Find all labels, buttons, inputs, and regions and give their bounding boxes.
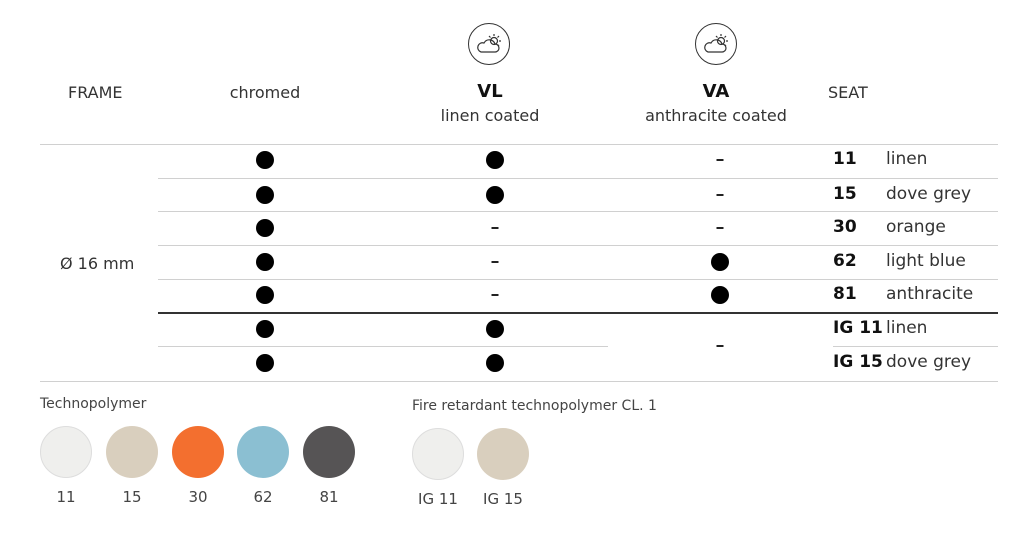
frame-size: Ø 16 mm <box>60 254 135 273</box>
swatch-label: 30 <box>188 488 208 506</box>
seat-code: 62 <box>833 251 857 271</box>
color-swatch <box>172 426 224 478</box>
seat-color-name: linen <box>886 318 928 338</box>
technopolymer-title: Technopolymer <box>40 396 147 412</box>
vl-available-dot <box>486 320 504 338</box>
chromed-available-dot <box>256 320 274 338</box>
vl-available-dot <box>486 354 504 372</box>
va-unavailable-dash <box>716 194 724 196</box>
swatch-label: IG 15 <box>483 490 523 508</box>
seat-color-name: dove grey <box>886 352 972 372</box>
chromed-available-dot <box>256 354 274 372</box>
color-swatch <box>40 426 92 478</box>
color-swatch <box>477 428 529 480</box>
cloud-sun-icon <box>468 23 510 65</box>
vl-header: VL <box>477 81 503 102</box>
swatch-label: 11 <box>56 488 76 506</box>
va-unavailable-dash <box>716 345 724 347</box>
seat-code: 11 <box>833 149 857 169</box>
vl-unavailable-dash <box>491 261 499 263</box>
fire-retardant-title: Fire retardant technopolymer CL. 1 <box>412 398 657 414</box>
chromed-available-dot <box>256 186 274 204</box>
vl-available-dot <box>486 151 504 169</box>
swatch-label: 81 <box>319 488 339 506</box>
seat-color-name: orange <box>886 217 946 237</box>
swatch-label: 15 <box>122 488 142 506</box>
seat-color-name: anthracite <box>886 284 974 304</box>
chromed-header: chromed <box>229 83 301 102</box>
color-swatch <box>412 428 464 480</box>
color-swatch <box>303 426 355 478</box>
va-unavailable-dash <box>716 159 724 161</box>
seat-code: IG 15 <box>833 352 883 372</box>
swatch-label: 62 <box>253 488 273 506</box>
va-unavailable-dash <box>716 227 724 229</box>
seat-color-name: linen <box>886 149 928 169</box>
swatch-label: IG 11 <box>418 490 458 508</box>
chromed-available-dot <box>256 151 274 169</box>
va-label: anthracite coated <box>645 106 787 125</box>
seat-color-name: light blue <box>886 251 966 271</box>
seat-code: 15 <box>833 184 857 204</box>
vl-unavailable-dash <box>491 294 499 296</box>
va-available-dot <box>711 253 729 271</box>
va-header: VA <box>702 81 730 102</box>
cloud-sun-icon <box>695 23 737 65</box>
seat-code: 30 <box>833 217 857 237</box>
vl-unavailable-dash <box>491 227 499 229</box>
seat-code: 81 <box>833 284 857 304</box>
chromed-available-dot <box>256 286 274 304</box>
seat-header: SEAT <box>828 83 868 102</box>
color-swatch <box>106 426 158 478</box>
frame-header: FRAME <box>68 83 123 102</box>
chromed-available-dot <box>256 253 274 271</box>
va-available-dot <box>711 286 729 304</box>
color-swatch <box>237 426 289 478</box>
vl-available-dot <box>486 186 504 204</box>
seat-code: IG 11 <box>833 318 883 338</box>
seat-color-name: dove grey <box>886 184 972 204</box>
chromed-available-dot <box>256 219 274 237</box>
vl-label: linen coated <box>440 106 540 125</box>
